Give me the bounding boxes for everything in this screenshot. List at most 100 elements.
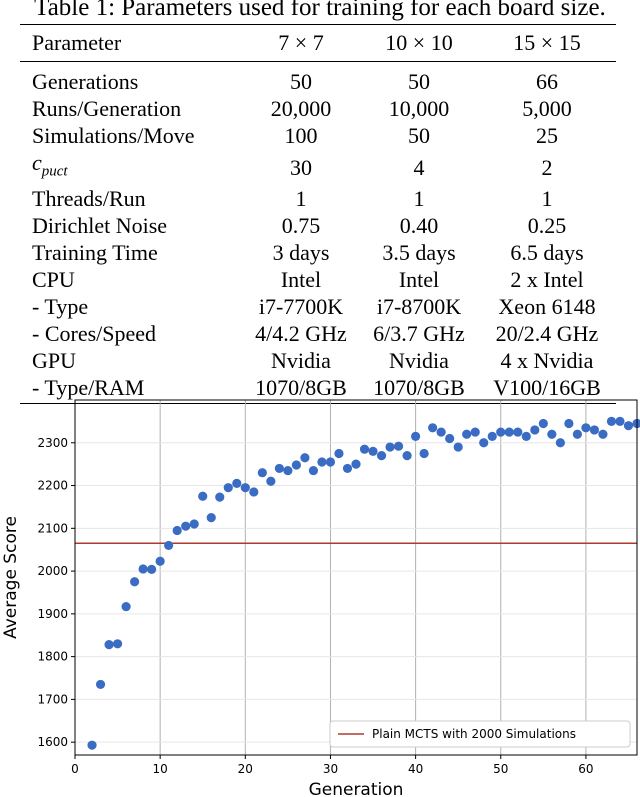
data-point — [513, 427, 523, 437]
table-row: Runs/Generation 20,000 10,000 5,000 — [20, 95, 616, 122]
table-row: Threads/Run 1 1 1 — [20, 185, 616, 212]
table-row: - Cores/Speed 4/4.2 GHz 6/3.7 GHz 20/2.4 GH… — [20, 320, 616, 347]
data-point — [538, 418, 548, 429]
legend-box — [329, 720, 631, 748]
data-point — [615, 416, 625, 426]
header-parameter: Parameter — [32, 30, 122, 55]
table-row-label: Dirichlet Noise — [32, 213, 168, 239]
table-cell: Nvidia — [389, 348, 449, 374]
data-point — [164, 540, 174, 551]
data-point — [368, 446, 378, 456]
data-point — [462, 429, 472, 439]
data-point — [172, 525, 182, 536]
data-point — [334, 448, 344, 459]
table-header-row: Parameter 7 × 7 10 × 10 15 × 15 — [20, 24, 616, 62]
table-caption: Table 1: Parameters used for training fo… — [34, 0, 606, 21]
data-point — [359, 444, 370, 454]
table-row-label: - Type — [32, 294, 89, 320]
data-point — [155, 556, 165, 566]
x-tick-label: 30 — [323, 762, 338, 776]
table-cell: Intel — [398, 267, 440, 293]
table-cell: 1 — [413, 186, 425, 212]
table-row: - Type i7-7700K i7-8700K Xeon 6148 — [20, 293, 616, 320]
x-tick-label: 10 — [153, 762, 168, 776]
data-point — [300, 453, 310, 463]
x-tick-label: 20 — [238, 762, 253, 776]
data-point — [130, 577, 140, 587]
table-cell: 3.5 days — [382, 240, 456, 266]
data-point — [147, 564, 157, 574]
table-row: Generations 50 50 66 — [20, 62, 616, 96]
y-tick-label: 2200 — [37, 479, 68, 493]
table-row: CPU Intel Intel 2 x Intel — [20, 266, 616, 293]
table-cell: Nvidia — [271, 348, 331, 374]
data-point — [393, 441, 404, 451]
table-row-label: - Type/RAM — [32, 375, 145, 401]
table-cell: 4/4.2 GHz — [255, 321, 347, 347]
table-cell: 66 — [536, 69, 558, 94]
table-cell: 25 — [536, 123, 558, 148]
plot-frame — [74, 399, 638, 756]
table-cell: 50 — [290, 69, 312, 94]
legend-label: Plain MCTS with 2000 Simulations — [372, 727, 576, 741]
data-point — [521, 431, 531, 441]
parameters-table: Parameter 7 × 7 10 × 10 15 × 15 Generati… — [20, 24, 616, 404]
data-point — [606, 416, 617, 426]
data-point — [572, 429, 582, 439]
x-tick-label: 0 — [71, 762, 79, 776]
data-point — [445, 433, 455, 444]
data-point — [240, 483, 250, 493]
data-point — [308, 465, 319, 476]
table-cell: 1070/8GB — [255, 375, 347, 401]
data-point — [266, 476, 276, 486]
data-point — [564, 418, 574, 429]
y-tick-label: 1900 — [37, 607, 68, 621]
table-cell: 50 — [408, 123, 430, 148]
table-cell: 0.75 — [281, 213, 321, 239]
data-point — [436, 427, 446, 437]
data-point — [325, 457, 336, 467]
x-tick-label: 60 — [578, 762, 593, 776]
table-cell: 6/3.7 GHz — [373, 321, 465, 347]
y-tick-label: 2300 — [37, 436, 68, 450]
table-cell: Xeon 6148 — [498, 294, 596, 320]
table-row-label: - Cores/Speed — [32, 321, 157, 347]
data-point — [87, 740, 97, 750]
table-cell: 1 — [295, 186, 307, 212]
table-row-label: GPU — [32, 348, 77, 374]
data-point — [589, 425, 600, 435]
table-cell: 5,000 — [522, 96, 572, 121]
cpuct-symbol: c — [32, 150, 42, 175]
data-point — [453, 442, 463, 452]
data-point — [257, 468, 267, 478]
y-axis-ticks: 1600 1700 1800 1900 2000 2100 2200 2300 — [37, 436, 75, 749]
table-row-label: Threads/Run — [32, 186, 146, 212]
table-cell: 20,000 — [270, 96, 332, 121]
table-cell: i7-7700K — [258, 294, 344, 320]
table-row: Dirichlet Noise 0.75 0.40 0.25 — [20, 212, 616, 239]
y-tick-label: 2100 — [37, 521, 68, 535]
x-tick-label: 40 — [408, 762, 423, 776]
data-point — [223, 483, 233, 493]
table-cell: i7-8700K — [376, 294, 462, 320]
x-axis-label: Generation — [309, 780, 404, 797]
header-10x10: 10 × 10 — [385, 30, 453, 55]
table-cell: 1 — [541, 186, 553, 212]
data-point — [623, 421, 634, 431]
data-point — [249, 487, 259, 497]
data-point — [181, 521, 191, 531]
header-7x7: 7 × 7 — [278, 30, 324, 55]
data-point — [547, 429, 557, 439]
cpuct-subscript: puct — [41, 163, 68, 180]
data-point — [428, 423, 438, 433]
x-tick-label: 50 — [493, 762, 508, 776]
table-cell: Intel — [280, 267, 322, 293]
data-point — [487, 431, 497, 441]
x-axis-ticks: 0 10 20 30 40 50 60 — [71, 755, 594, 776]
data-point — [189, 519, 199, 529]
data-point — [317, 457, 327, 467]
table-cell: 4 — [413, 154, 425, 180]
data-point — [504, 427, 514, 437]
chart-legend: Plain MCTS with 2000 Simulations — [329, 720, 631, 748]
table-row-label: Training Time — [32, 240, 158, 266]
